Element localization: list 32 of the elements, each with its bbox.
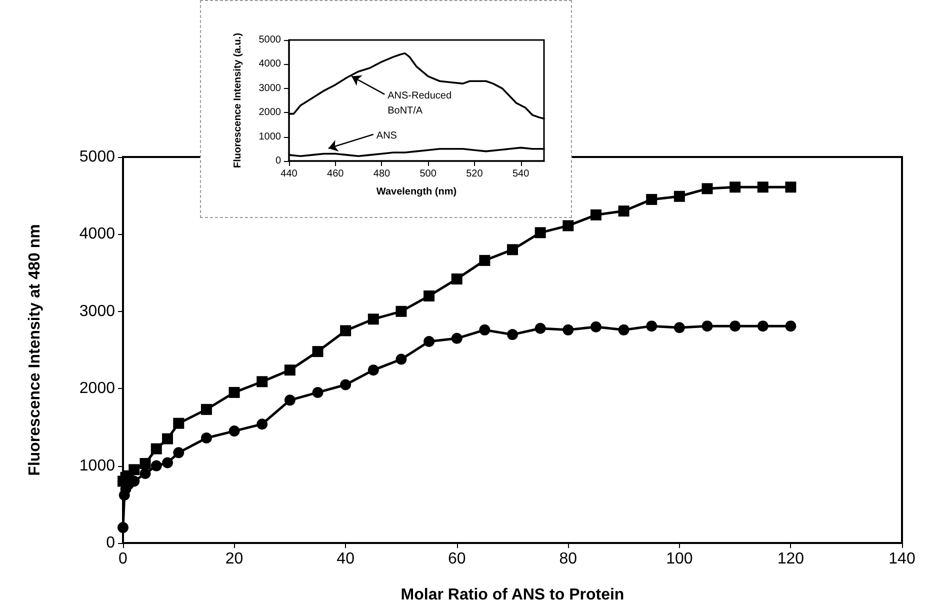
y-tick-label: 4000	[79, 226, 116, 243]
x-tick-label: 140	[888, 550, 916, 568]
y-tick-label: 5000	[258, 34, 282, 46]
annotation: ANS-Reduced BoNT/A	[388, 90, 452, 116]
x-tick-label: 0	[118, 550, 128, 568]
x-axis-title: Wavelength (nm)	[376, 186, 457, 198]
y-tick-label: 5000	[79, 148, 116, 166]
y-tick-label: 2000	[79, 380, 116, 398]
x-tick-label: 80	[559, 550, 578, 568]
y-axis-title: Fluorescence Intensity (a.u.)	[232, 32, 244, 168]
x-tick-label: 120	[777, 550, 804, 568]
y-axis-title: Fluorescence Intensity at 480 nm	[26, 224, 44, 476]
x-tick-label: 100	[666, 550, 693, 568]
x-axis-title: Molar Ratio of ANS to Protein	[400, 586, 624, 604]
x-tick-label: 20	[225, 550, 244, 568]
y-tick-label: 3000	[79, 302, 116, 320]
x-tick-label: 520	[466, 168, 484, 180]
x-tick-label: 40	[336, 550, 355, 568]
x-tick-label: 60	[448, 550, 466, 568]
x-tick-label: 500	[420, 168, 437, 180]
y-tick-label: 4000	[258, 58, 282, 70]
y-tick-label: 0	[275, 156, 282, 166]
x-tick-label: 440	[280, 168, 298, 180]
x-tick-label: 480	[373, 168, 391, 180]
y-tick-label: 1000	[79, 457, 116, 474]
x-tick-label: 540	[512, 168, 530, 180]
x-tick-label: 460	[327, 168, 344, 180]
y-tick-label: 1000	[258, 131, 282, 142]
y-tick-label: 3000	[258, 82, 282, 94]
y-tick-label: 2000	[258, 107, 282, 118]
y-tick-label: 0	[106, 534, 116, 552]
annotation: ANS	[376, 130, 398, 142]
